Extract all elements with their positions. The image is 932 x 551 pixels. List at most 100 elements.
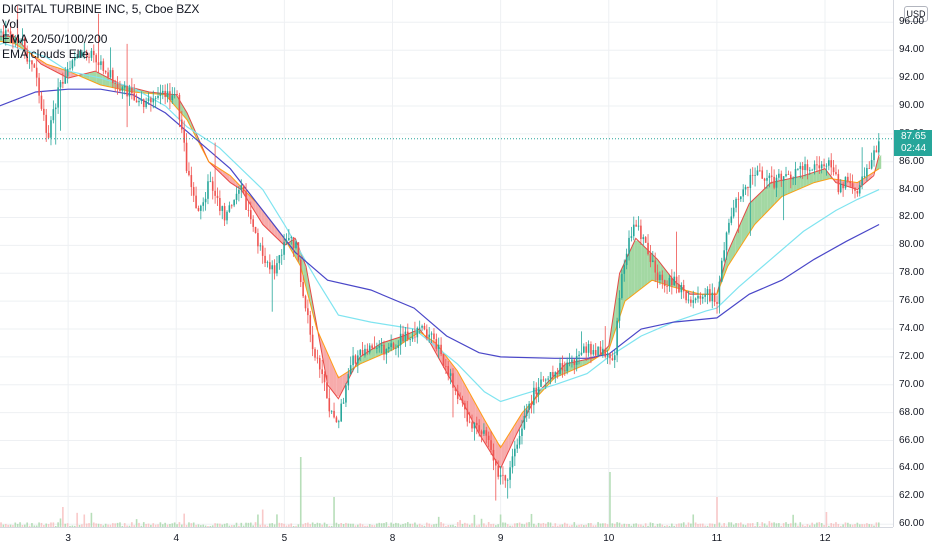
- candle-body: [633, 225, 635, 237]
- price-tick-label: 62.00: [899, 490, 924, 501]
- candle-body: [719, 282, 721, 304]
- volume-bar: [83, 515, 85, 528]
- candle-body: [388, 347, 390, 349]
- candle-body: [490, 440, 492, 450]
- candle-body: [252, 219, 254, 227]
- candle-body: [214, 191, 216, 196]
- candle-body: [816, 164, 818, 165]
- volume-bar: [276, 514, 278, 527]
- volume-bar: [474, 515, 476, 527]
- candle-body: [566, 362, 568, 370]
- price-tick-label: 70.00: [899, 379, 924, 390]
- candle-body: [417, 328, 419, 337]
- candle-body: [533, 388, 535, 405]
- price-tick-label: 86.00: [899, 156, 924, 167]
- candle-body: [414, 337, 416, 338]
- candle-body: [740, 196, 742, 199]
- candle-body: [145, 101, 147, 107]
- indicator-vol[interactable]: Vol: [2, 17, 199, 32]
- candle-body: [792, 178, 794, 179]
- candle-body: [868, 168, 870, 169]
- candle-body: [764, 179, 766, 181]
- candle-body: [369, 346, 371, 353]
- candle-body: [478, 425, 480, 431]
- candle-body: [62, 82, 64, 84]
- volume-bar: [62, 507, 64, 527]
- candle-body: [485, 430, 487, 435]
- candle-body: [110, 70, 112, 77]
- candle-body: [780, 174, 782, 181]
- candle-body: [433, 333, 435, 339]
- candle-body: [811, 170, 813, 171]
- price-tick-label: 82.00: [899, 211, 924, 222]
- last-price-value: 87.65: [894, 131, 932, 143]
- candle-body: [502, 475, 504, 476]
- candle-body: [431, 333, 433, 334]
- chart-legend: DIGITAL TURBINE INC, 5, Cboe BZX Vol EMA…: [2, 2, 199, 62]
- candle-body: [395, 348, 397, 349]
- candle-body: [386, 349, 388, 355]
- candle-body: [400, 334, 402, 345]
- candle-body: [564, 370, 566, 371]
- candle-body: [217, 196, 219, 198]
- candle-body: [443, 354, 445, 366]
- candle-body: [381, 345, 383, 346]
- candle-body: [450, 373, 452, 376]
- candle-body: [319, 358, 321, 369]
- ema-clouds: [0, 36, 881, 466]
- candle-body: [783, 176, 785, 181]
- candle-body: [421, 326, 423, 328]
- price-tick-label: 74.00: [899, 323, 924, 334]
- volume-bar: [76, 513, 78, 527]
- indicator-ema-clouds[interactable]: EMA clouds Elle: [2, 47, 199, 62]
- candle-body: [507, 480, 509, 481]
- candle-body: [662, 275, 664, 280]
- candle-body: [595, 350, 597, 355]
- time-tick-label: 3: [65, 533, 71, 544]
- time-tick-label: 10: [603, 533, 614, 544]
- candle-body: [593, 350, 595, 354]
- candle-body: [847, 177, 849, 182]
- price-tick-label: 84.00: [899, 184, 924, 195]
- candle-body: [255, 227, 257, 233]
- volume-bar: [826, 512, 828, 527]
- ema-cloud-segment: [758, 192, 761, 221]
- candle-body: [424, 326, 426, 329]
- candle-body: [716, 302, 718, 304]
- candle-body: [288, 238, 290, 240]
- candle-body: [257, 233, 259, 246]
- chart-area[interactable]: DIGITAL TURBINE INC, 5, Cboe BZX Vol EMA…: [0, 0, 893, 527]
- volume-bar: [257, 515, 259, 527]
- ema-cloud-segment: [755, 195, 758, 224]
- candle-body: [48, 133, 50, 138]
- last-price-label: 87.65 02:44: [894, 130, 932, 156]
- candle-body: [692, 300, 694, 303]
- candle-body: [750, 175, 752, 188]
- price-tick-label: 78.00: [899, 267, 924, 278]
- ema-cloud-segment: [820, 169, 823, 181]
- candle-body: [238, 190, 240, 194]
- candle-body: [788, 174, 790, 175]
- candle-body: [871, 160, 873, 168]
- time-tick-label: 11: [712, 533, 722, 544]
- candle-body: [590, 344, 592, 354]
- candle-body: [771, 176, 773, 177]
- indicator-ema[interactable]: EMA 20/50/100/200: [2, 32, 199, 47]
- price-tick-label: 68.00: [899, 407, 924, 418]
- candle-body: [733, 208, 735, 217]
- candle-body: [133, 93, 135, 100]
- candle-body: [179, 95, 181, 120]
- candle-body: [700, 296, 702, 299]
- candle-body: [647, 243, 649, 254]
- symbol-title[interactable]: DIGITAL TURBINE INC, 5, Cboe BZX: [2, 2, 199, 17]
- candle-body: [119, 89, 121, 91]
- candle-body: [64, 77, 66, 84]
- time-tick-label: 9: [498, 533, 504, 544]
- candle-body: [773, 177, 775, 188]
- candle-body: [581, 353, 583, 355]
- price-chart[interactable]: [0, 0, 893, 527]
- candle-body: [338, 421, 340, 422]
- candle-body: [859, 185, 861, 193]
